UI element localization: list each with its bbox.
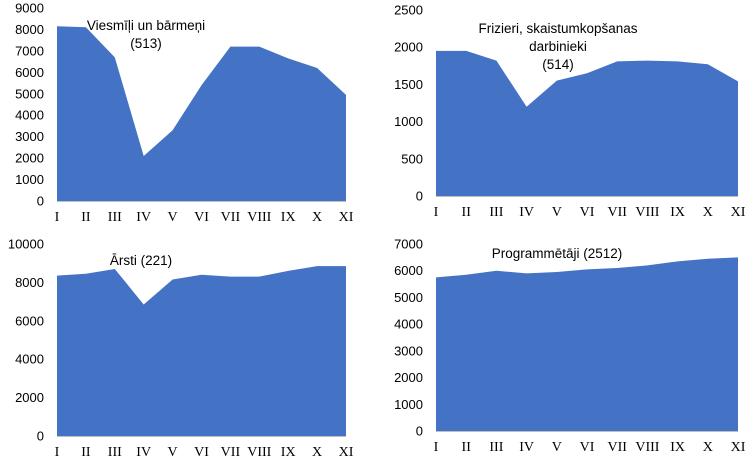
x-tick-label: VII xyxy=(221,210,241,225)
y-tick-label: 7000 xyxy=(394,237,423,252)
x-tick-label: VII xyxy=(607,205,627,220)
x-tick-label: II xyxy=(81,210,91,225)
area-series xyxy=(57,26,346,202)
x-tick-label: IV xyxy=(519,205,534,220)
x-tick-label: I xyxy=(55,210,60,225)
y-tick-label: 6000 xyxy=(15,313,44,328)
x-tick-label: V xyxy=(168,210,178,225)
x-tick-label: III xyxy=(489,205,503,220)
x-tick-label: IV xyxy=(136,445,151,460)
x-tick-label: III xyxy=(108,445,122,460)
x-tick-label: X xyxy=(312,210,322,225)
area-series xyxy=(436,257,738,431)
x-tick-label: VII xyxy=(607,440,627,455)
x-tick-label: II xyxy=(462,440,472,455)
x-tick-label: I xyxy=(434,205,439,220)
y-tick-label: 3000 xyxy=(394,343,423,358)
x-tick-label: VIII xyxy=(635,205,659,220)
x-tick-label: IX xyxy=(281,210,296,225)
y-tick-label: 8000 xyxy=(15,275,44,290)
x-tick-label: XI xyxy=(731,205,746,220)
x-tick-label: XI xyxy=(731,440,746,455)
y-tick-label: 4000 xyxy=(15,352,44,367)
chart-title: (513) xyxy=(130,36,162,51)
x-tick-label: IX xyxy=(670,440,685,455)
x-tick-label: VIII xyxy=(247,210,271,225)
y-tick-label: 2000 xyxy=(15,151,44,166)
x-tick-label: VI xyxy=(194,445,209,460)
y-tick-label: 8000 xyxy=(15,22,44,37)
y-tick-label: 1500 xyxy=(394,77,423,92)
x-tick-label: IV xyxy=(136,210,151,225)
y-tick-label: 6000 xyxy=(15,65,44,80)
y-tick-label: 4000 xyxy=(15,108,44,123)
y-tick-label: 2000 xyxy=(15,390,44,405)
y-tick-label: 2500 xyxy=(394,3,423,18)
x-tick-label: V xyxy=(168,445,178,460)
x-tick-label: VI xyxy=(580,440,595,455)
y-tick-label: 9000 xyxy=(15,1,44,16)
x-tick-label: XI xyxy=(339,210,354,225)
y-tick-label: 500 xyxy=(401,151,423,166)
x-tick-label: I xyxy=(55,445,60,460)
x-tick-label: V xyxy=(552,440,562,455)
chart-title: Frizieri, skaistumkopšanas xyxy=(478,21,637,36)
y-tick-label: 5000 xyxy=(394,290,423,305)
x-tick-label: VI xyxy=(194,210,209,225)
y-tick-label: 4000 xyxy=(394,317,423,332)
y-tick-label: 5000 xyxy=(15,86,44,101)
x-tick-label: IX xyxy=(281,445,296,460)
chart-title: Programmētāji (2512) xyxy=(492,246,623,261)
y-tick-label: 3000 xyxy=(15,129,44,144)
area-series xyxy=(436,50,738,196)
x-tick-label: IX xyxy=(670,205,685,220)
y-tick-label: 7000 xyxy=(15,43,44,58)
x-tick-label: X xyxy=(703,440,713,455)
y-tick-label: 0 xyxy=(416,189,423,204)
chart-title: (514) xyxy=(542,57,574,72)
y-tick-label: 0 xyxy=(37,429,44,444)
x-tick-label: X xyxy=(312,445,322,460)
x-tick-label: I xyxy=(434,440,439,455)
y-tick-label: 10000 xyxy=(8,237,44,252)
y-tick-label: 2000 xyxy=(394,40,423,55)
x-tick-label: VIII xyxy=(247,445,271,460)
x-tick-label: III xyxy=(108,210,122,225)
y-tick-label: 1000 xyxy=(394,114,423,129)
x-tick-label: II xyxy=(462,205,472,220)
chart-title: Ārsti (221) xyxy=(110,253,172,268)
x-tick-label: II xyxy=(81,445,91,460)
x-tick-label: VII xyxy=(221,445,241,460)
y-tick-label: 6000 xyxy=(394,263,423,278)
y-tick-label: 2000 xyxy=(394,370,423,385)
y-tick-label: 1000 xyxy=(394,397,423,412)
x-tick-label: III xyxy=(489,440,503,455)
x-tick-label: V xyxy=(552,205,562,220)
x-tick-label: VI xyxy=(580,205,595,220)
y-tick-label: 0 xyxy=(416,424,423,439)
x-tick-label: IV xyxy=(519,440,534,455)
area-series xyxy=(57,266,346,436)
x-tick-label: XI xyxy=(339,445,354,460)
chart-title: darbinieki xyxy=(529,39,587,54)
y-tick-label: 1000 xyxy=(15,172,44,187)
chart-title: Viesmīļi un bārmeņi xyxy=(87,18,205,33)
x-tick-label: VIII xyxy=(635,440,659,455)
x-tick-label: X xyxy=(703,205,713,220)
y-tick-label: 0 xyxy=(37,194,44,209)
